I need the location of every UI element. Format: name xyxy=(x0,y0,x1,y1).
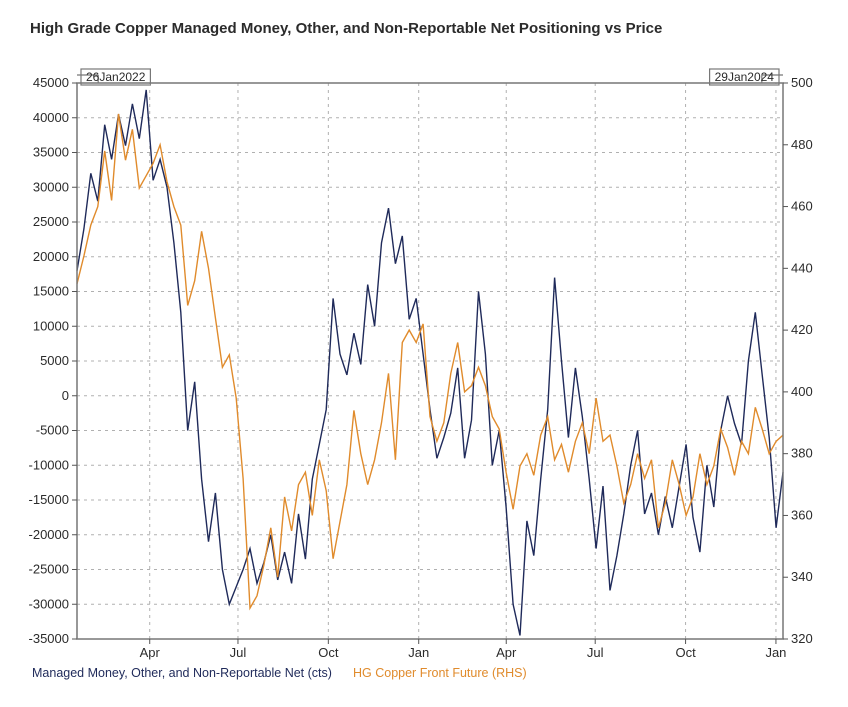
y-left-tick: 15000 xyxy=(33,284,69,299)
date-start-label: 26Jan2022 xyxy=(86,70,146,84)
y-right-tick: 500 xyxy=(791,75,813,90)
legend-copper-price: HG Copper Front Future (RHS) xyxy=(353,666,527,680)
y-right-tick: 460 xyxy=(791,199,813,214)
y-right-tick: 420 xyxy=(791,322,813,337)
y-right-tick: 360 xyxy=(791,507,813,522)
y-left-tick: -5000 xyxy=(36,423,69,438)
date-end-label: 29Jan2024 xyxy=(715,70,775,84)
y-right-tick: 320 xyxy=(791,631,813,646)
legend-net-positioning: Managed Money, Other, and Non-Reportable… xyxy=(32,666,332,680)
y-left-tick: 35000 xyxy=(33,145,69,160)
y-left-tick: 45000 xyxy=(33,75,69,90)
y-left-tick: 0 xyxy=(62,388,69,403)
chart-area: 26Jan2022 29Jan2024 45000 40000 35000 30000 25… xyxy=(15,55,833,695)
y-right-tick: 340 xyxy=(791,569,813,584)
y-right-tick: 480 xyxy=(791,137,813,152)
y-left-tick: 40000 xyxy=(33,110,69,125)
y-left-tick: -30000 xyxy=(29,596,69,611)
y-left-tick: -20000 xyxy=(29,527,69,542)
x-tick: Apr xyxy=(496,645,517,660)
y-left-tick: -25000 xyxy=(29,562,69,577)
y-left-tick: -10000 xyxy=(29,457,69,472)
y-left-tick: -15000 xyxy=(29,492,69,507)
series-net-positioning xyxy=(77,90,783,636)
y-right-tick: 380 xyxy=(791,446,813,461)
x-tick: Oct xyxy=(675,645,696,660)
x-tick: Jul xyxy=(230,645,247,660)
x-tick: Oct xyxy=(318,645,339,660)
y-left-tick: 10000 xyxy=(33,318,69,333)
x-tick: Jul xyxy=(587,645,604,660)
y-left-tick: 5000 xyxy=(40,353,69,368)
chart-title: High Grade Copper Managed Money, Other, … xyxy=(30,20,662,37)
y-left-tick: 20000 xyxy=(33,249,69,264)
y-right-tick: 400 xyxy=(791,384,813,399)
y-left-tick: -35000 xyxy=(29,631,69,646)
y-left-tick: 25000 xyxy=(33,214,69,229)
x-tick: Jan xyxy=(408,645,429,660)
y-right-tick: 440 xyxy=(791,260,813,275)
chart-svg: 26Jan2022 29Jan2024 45000 40000 35000 30000 25… xyxy=(15,55,833,695)
x-tick: Jan xyxy=(765,645,786,660)
x-tick: Apr xyxy=(140,645,161,660)
y-left-tick: 30000 xyxy=(33,179,69,194)
